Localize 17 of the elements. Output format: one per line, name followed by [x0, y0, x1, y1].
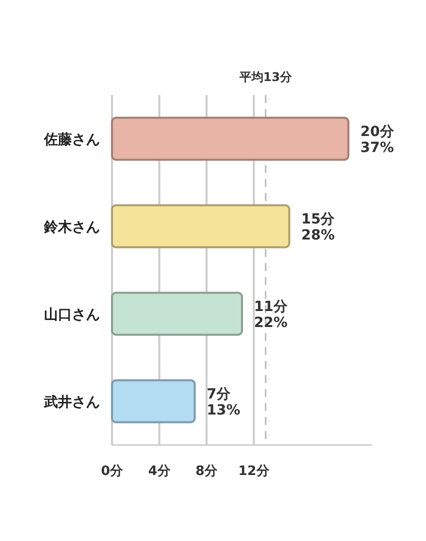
ref-line-label: 平均13分 — [238, 70, 293, 84]
y-tick-label: 山口さん — [44, 306, 100, 323]
y-tick-label: 武井さん — [43, 394, 100, 410]
data-label: 11分 22% — [254, 298, 288, 331]
x-tick-label: 0分 — [100, 464, 124, 479]
bar — [111, 204, 290, 248]
data-label: 20分 37% — [360, 124, 395, 156]
data-label: 7分 13% — [206, 386, 240, 418]
bar — [111, 116, 350, 161]
bar — [111, 292, 243, 336]
x-tick-label: 4分 — [148, 464, 172, 479]
x-tick-label: 8分 — [196, 464, 219, 479]
data-label: 15分 28% — [301, 211, 336, 244]
y-tick-label: 佐藤さん — [43, 132, 100, 148]
y-tick-label: 鈴木さん — [43, 219, 100, 236]
x-tick-label: 12分 — [238, 464, 270, 479]
bar — [111, 379, 196, 424]
